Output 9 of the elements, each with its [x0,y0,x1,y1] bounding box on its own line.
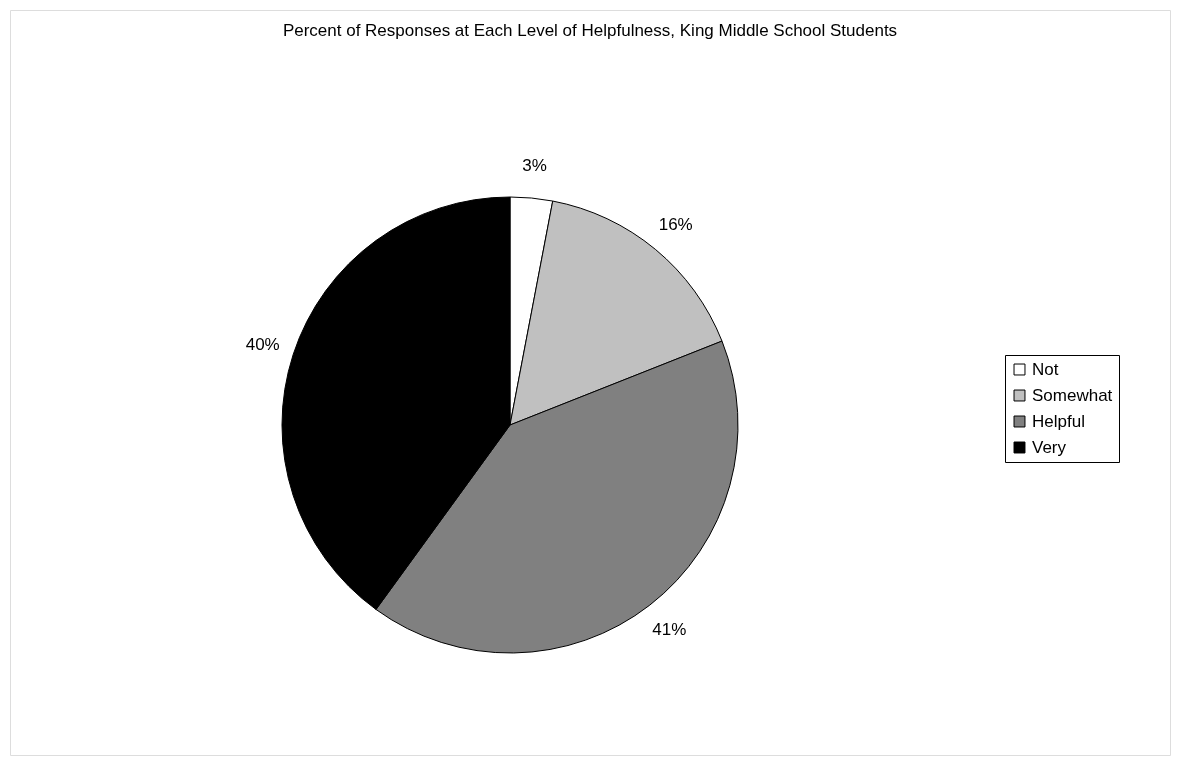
legend-label: Somewhat [1032,385,1113,405]
data-label: 16% [658,214,693,234]
legend-label: Helpful [1032,411,1085,431]
data-label: 40% [245,334,280,354]
chart-title: Percent of Responses at Each Level of Helpfulness, King Middle School Students [282,21,898,40]
data-label: 41% [652,620,687,640]
legend-label: Not [1032,359,1059,379]
data-label: 3% [522,156,547,176]
legend-label: Very [1032,437,1067,457]
